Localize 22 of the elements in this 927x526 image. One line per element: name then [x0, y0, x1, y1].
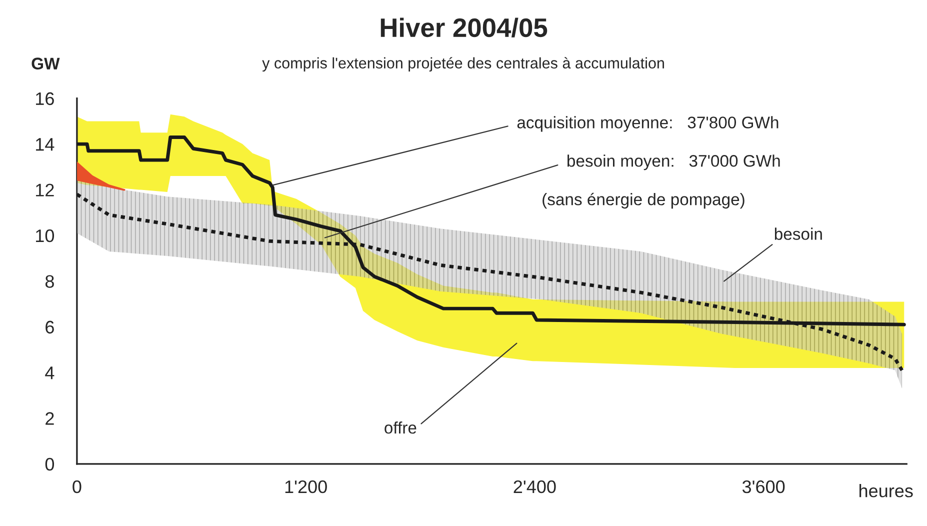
- annotation: besoin: [774, 228, 822, 240]
- annotation: offre: [384, 421, 416, 434]
- x-axis-title: heures: [860, 484, 913, 498]
- y-tick-label: 2: [46, 412, 54, 425]
- x-tick-label: 2'400: [514, 480, 556, 494]
- annotation: besoin moyen: 37'000 GWh: [568, 154, 780, 170]
- y-tick-label: 10: [36, 229, 54, 242]
- y-axis-title: GW: [32, 58, 60, 70]
- y-tick-label: 16: [36, 92, 54, 106]
- y-tick-label: 0: [45, 458, 54, 471]
- chart-subtitle: y compris l'extension projetée des centrales à accumulation: [262, 57, 664, 72]
- x-tick-label: 1'200: [285, 480, 327, 494]
- y-tick-label: 4: [45, 366, 54, 380]
- x-tick-label: 3'600: [742, 480, 785, 494]
- y-tick-label: 6: [46, 320, 54, 334]
- annotation: (sans énergie de pompage): [542, 192, 744, 209]
- y-tick-label: 14: [36, 138, 54, 151]
- y-tick-label: 8: [45, 275, 54, 288]
- x-tick-label: 0: [72, 480, 82, 494]
- annotation: acquisition moyenne: 37'800 GWh: [517, 116, 778, 132]
- y-tick-label: 12: [36, 184, 54, 196]
- chart-title: Hiver 2004/05: [380, 18, 548, 38]
